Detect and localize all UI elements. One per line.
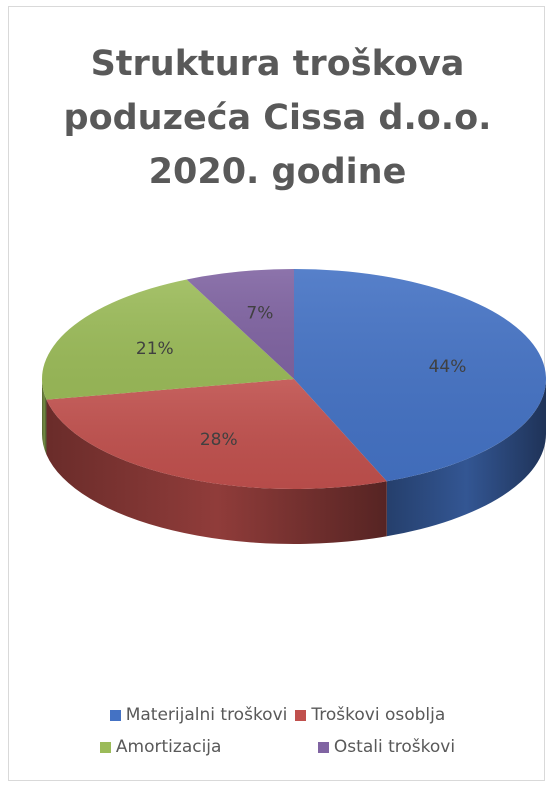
data-label-materijalni-troskovi: 44%	[429, 357, 467, 377]
pie-side-materijalni-troskovi	[386, 379, 546, 537]
legend-swatch-ostali	[317, 741, 329, 753]
legend-label-osoblja: Troškovi osoblja	[311, 705, 446, 725]
legend-entry-materijalni: Materijalni troškovi	[109, 705, 288, 725]
legend-row-1: Materijalni troškovi Troškovi osoblja	[9, 699, 546, 731]
pie-labels: 44% 28% 21% 7%	[136, 303, 466, 449]
legend-swatch-materijalni	[109, 709, 121, 721]
pie-slice-sheen-troskovi-osoblja	[46, 379, 387, 489]
chart-title-line-1: Struktura troškova	[90, 44, 465, 84]
data-label-amortizacija: 21%	[136, 339, 174, 359]
legend: Materijalni troškovi Troškovi osoblja Am…	[9, 699, 546, 763]
data-label-troskovi-osoblja: 28%	[200, 430, 238, 450]
legend-label-amortizacija: Amortizacija	[115, 737, 222, 757]
chart-title-line-3: 2020. godine	[148, 152, 407, 192]
legend-swatch-osoblja	[295, 709, 307, 721]
legend-label-ostali: Ostali troškovi	[333, 737, 456, 757]
data-label-ostali-troskovi: 7%	[246, 303, 273, 323]
pie-slice-sheen-amortizacija	[41, 279, 295, 400]
pie-side-amortizacija	[42, 379, 47, 455]
legend-entry-amortizacija: Amortizacija	[99, 737, 310, 757]
pie-side-troskovi-osoblja	[46, 399, 387, 544]
chart-area: Struktura troškova poduzeća Cissa d.o.o.…	[8, 6, 546, 781]
pie-chart: 44% 28% 21% 7%	[41, 269, 546, 544]
pie-sides	[42, 379, 546, 544]
pie-tops	[41, 269, 546, 489]
pie-slice-sheen-materijalni-troskovi	[294, 269, 546, 482]
pie-slice-sheen-ostali-troskovi	[186, 269, 294, 379]
legend-row-2: Amortizacija Ostali troškovi	[9, 731, 546, 763]
legend-swatch-amortizacija	[99, 741, 111, 753]
chart-title: Struktura troškova poduzeća Cissa d.o.o.…	[9, 37, 546, 199]
legend-entry-ostali: Ostali troškovi	[317, 737, 456, 757]
legend-entry-osoblja: Troškovi osoblja	[295, 705, 445, 725]
chart-title-line-2: poduzeća Cissa d.o.o.	[63, 98, 492, 138]
legend-label-materijalni: Materijalni troškovi	[125, 705, 288, 725]
